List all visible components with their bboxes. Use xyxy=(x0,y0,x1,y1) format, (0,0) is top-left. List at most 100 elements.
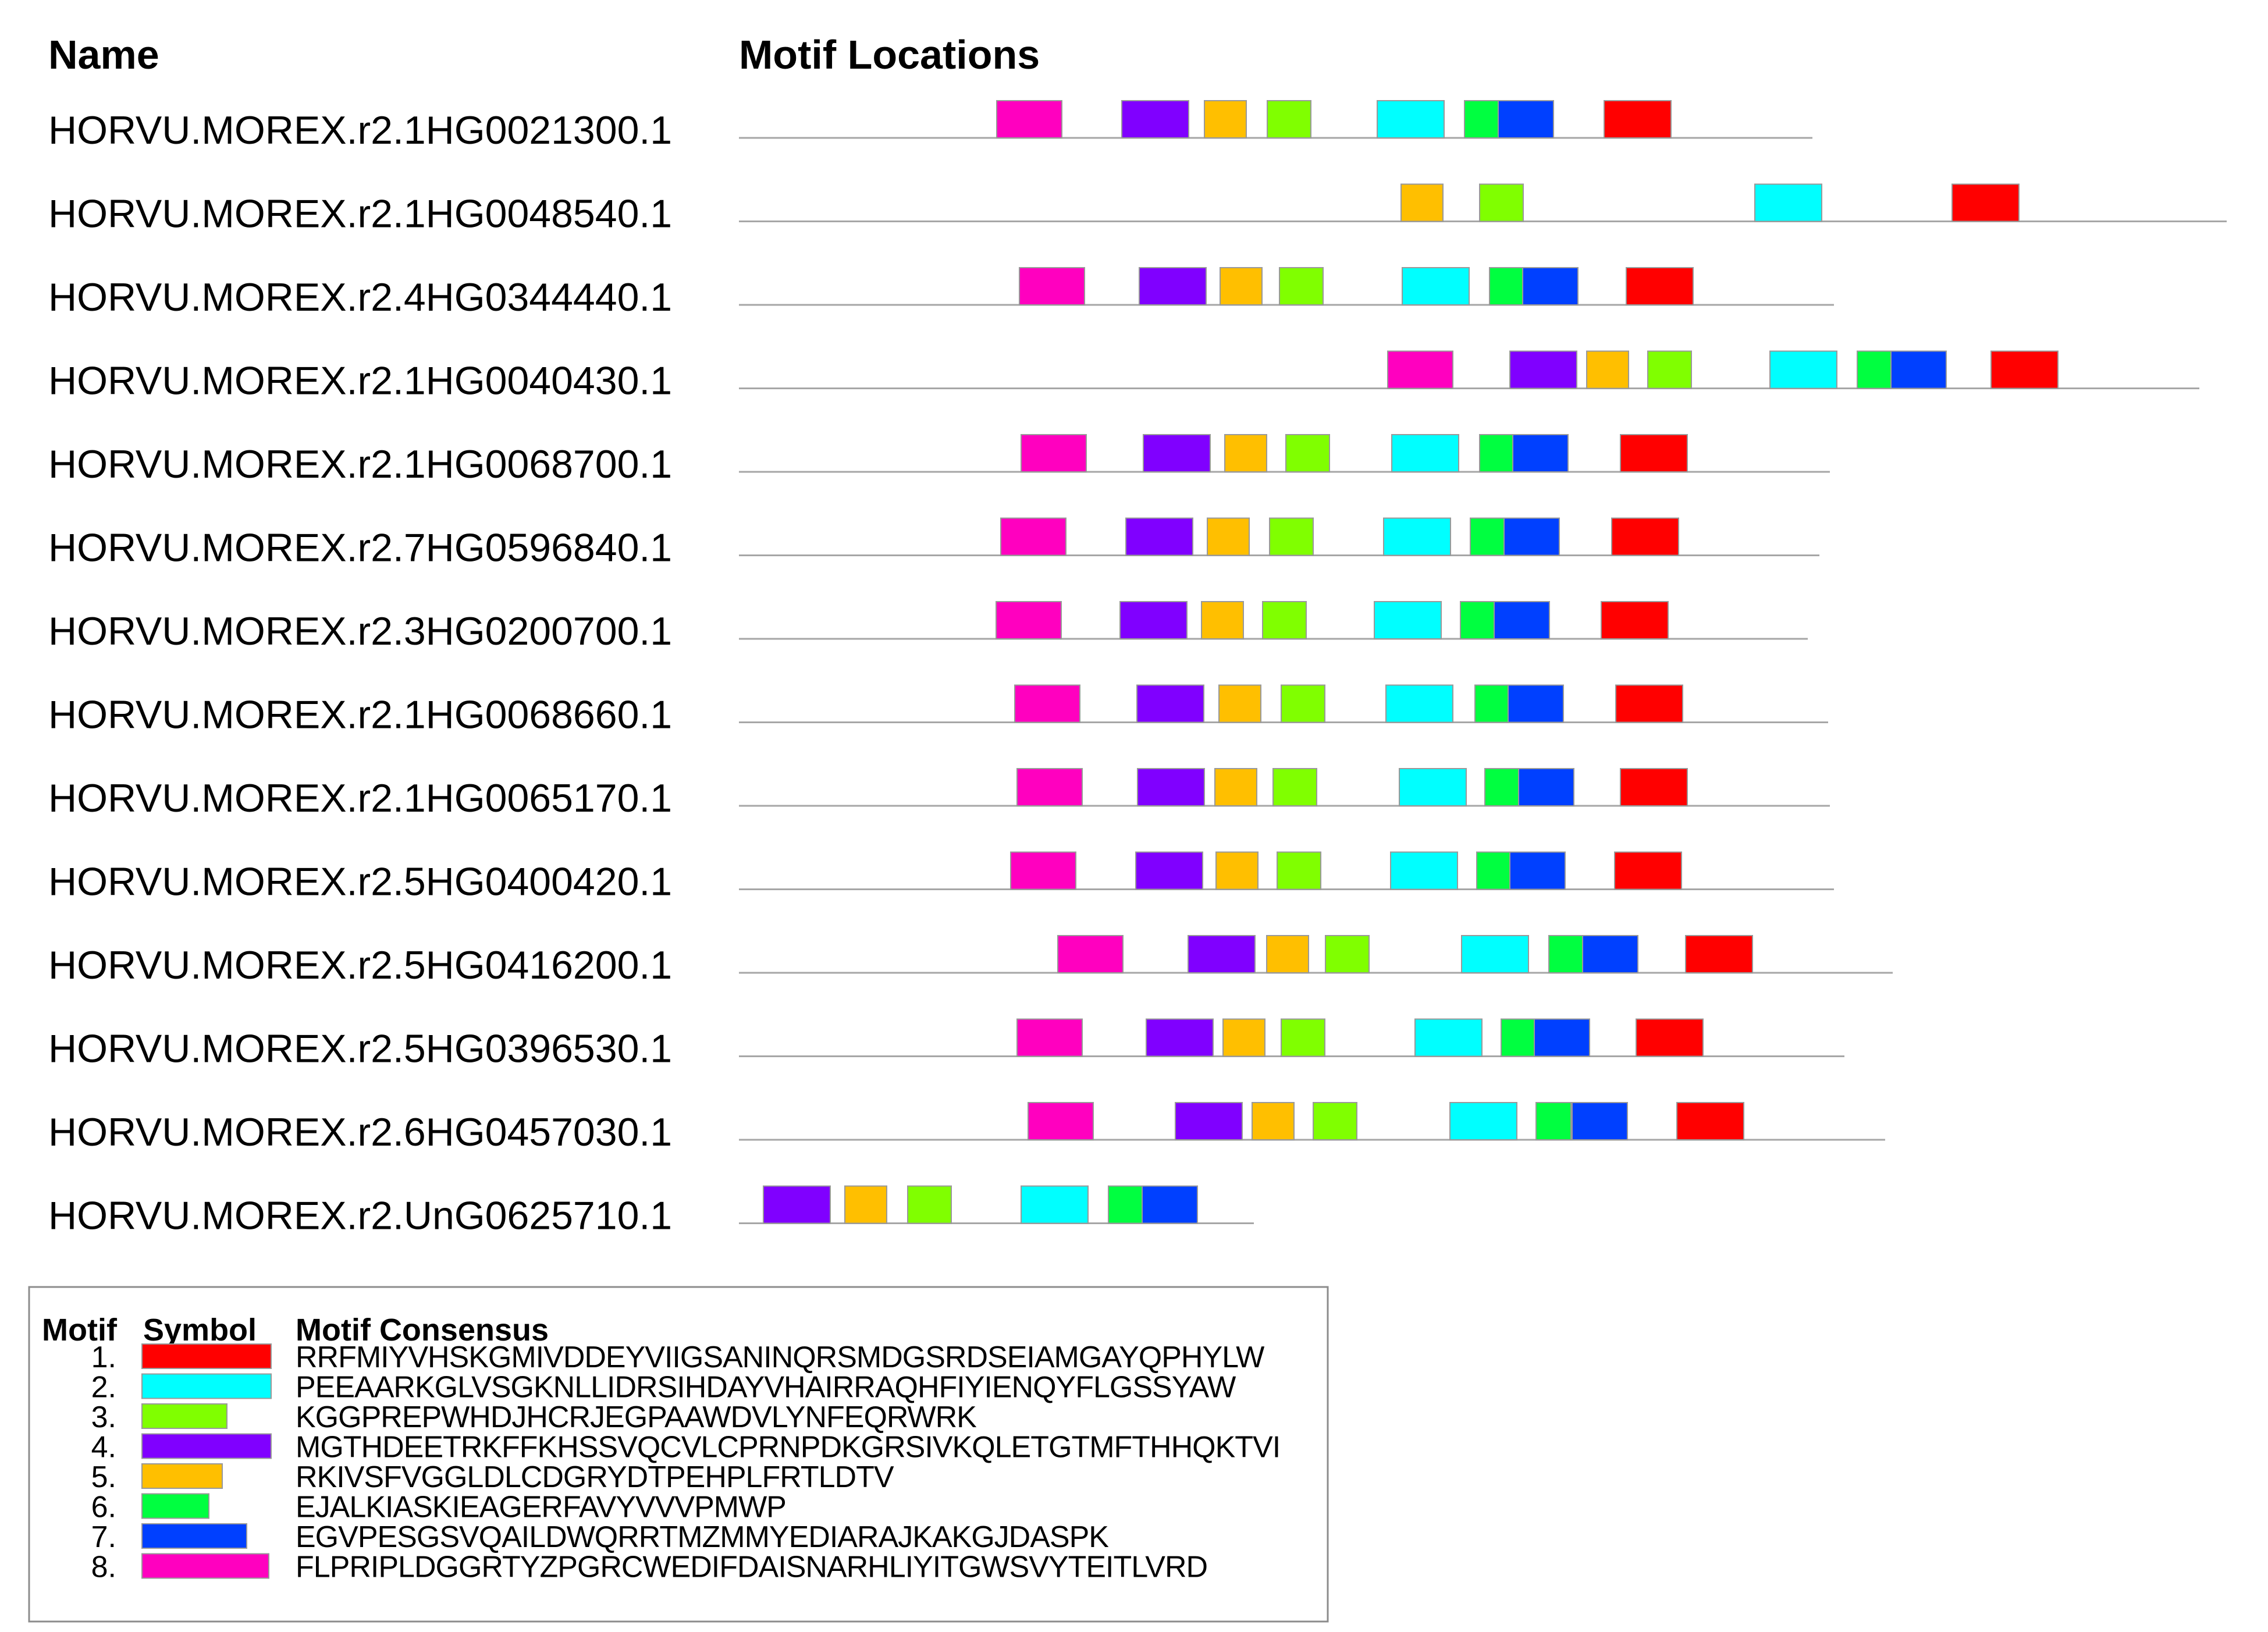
motif-3-box xyxy=(1647,350,1692,389)
legend-consensus-text: KGGPREPWHDJHCRJEGPAAWDVLYNFEQRWRK xyxy=(296,1400,977,1434)
legend-motif-header: Motif xyxy=(42,1313,118,1347)
motif-2-box xyxy=(1769,350,1837,389)
motif-3-box xyxy=(1279,267,1324,305)
motif-8-box xyxy=(1010,851,1076,890)
motif-4-box xyxy=(1125,517,1193,556)
motif-6-box xyxy=(1548,935,1584,973)
motif-6-box xyxy=(1108,1185,1144,1224)
sequence-row: HORVU.MOREX.r2.1HG0048540.1 xyxy=(48,183,2227,236)
motif-2-box xyxy=(1383,517,1451,556)
sequence-row: HORVU.MOREX.r2.5HG0400420.1 xyxy=(48,851,1834,904)
motif-3-box xyxy=(1325,935,1370,973)
motif-8-box xyxy=(1019,267,1085,305)
legend-item: 2. PEEAARKGLVSGKNLLIDRSIHDAYVHAIRRAQHFIYI… xyxy=(91,1371,1237,1405)
motif-1-box xyxy=(1620,768,1688,806)
sequence-name: HORVU.MOREX.r2.3HG0200700.1 xyxy=(48,609,672,653)
motif-1-box xyxy=(1611,517,1679,556)
sequence-row: HORVU.MOREX.r2.1HG0021300.1 xyxy=(48,100,1812,152)
motif-5-box xyxy=(1218,684,1261,723)
legend-symbol-swatch xyxy=(141,1493,209,1519)
motif-1-box xyxy=(1636,1018,1704,1057)
legend-item: 4. MGTHDEETRKFFKHSSVQCVLCPRNPDKGRSIVKQLET… xyxy=(91,1431,1281,1464)
legend-symbol-swatch xyxy=(141,1553,269,1579)
motif-2-box xyxy=(1754,183,1822,222)
motif-4-box xyxy=(1146,1018,1214,1057)
motif-8-box xyxy=(1057,935,1124,973)
motif-7-box xyxy=(1534,1018,1590,1057)
motif-7-box xyxy=(1582,935,1638,973)
motif-4-box xyxy=(1135,851,1203,890)
sequence-name: HORVU.MOREX.r2.7HG0596840.1 xyxy=(48,526,672,570)
motif-1-box xyxy=(1615,684,1683,723)
sequence-name: HORVU.MOREX.r2.UnG0625710.1 xyxy=(48,1194,672,1238)
motif-1-box xyxy=(1626,267,1694,305)
motif-7-box xyxy=(1503,517,1560,556)
legend-consensus-text: EGVPESGSVQAILDWQRRTMZMMYEDIARAJKAKGJDASP… xyxy=(296,1520,1109,1554)
motif-7-box xyxy=(1572,1102,1628,1140)
motif-6-box xyxy=(1474,684,1510,723)
motif-6-box xyxy=(1464,100,1500,138)
motif-2-box xyxy=(1449,1102,1517,1140)
motif-6-box xyxy=(1535,1102,1572,1140)
legend-symbol-swatch xyxy=(141,1403,227,1429)
motif-4-box xyxy=(1175,1102,1243,1140)
motif-5-box xyxy=(1586,350,1629,389)
motif-2-box xyxy=(1377,100,1445,138)
legend-motif-number: 1. xyxy=(91,1341,116,1374)
motif-7-box xyxy=(1142,1185,1198,1224)
motif-3-box xyxy=(907,1185,952,1224)
sequence-name: HORVU.MOREX.r2.5HG0416200.1 xyxy=(48,943,672,987)
motif-1-box xyxy=(1990,350,2059,389)
motif-5-box xyxy=(1266,935,1309,973)
sequence-row: HORVU.MOREX.r2.4HG0344440.1 xyxy=(48,267,1834,319)
motif-4-box xyxy=(763,1185,831,1224)
motif-6-box xyxy=(1479,434,1515,472)
legend-item: 1. RRFMIYVHSKGMIVDDEYVIIGSANINQRSMDGSRDSE… xyxy=(91,1341,1265,1374)
sequence-row: HORVU.MOREX.r2.1HG0068700.1 xyxy=(48,434,1830,486)
sequence-row: HORVU.MOREX.r2.7HG0596840.1 xyxy=(48,517,1819,570)
legend-symbol-header: Symbol xyxy=(143,1313,257,1347)
motif-5-box xyxy=(1222,1018,1265,1057)
legend-symbol-swatch xyxy=(141,1343,272,1369)
motif-8-box xyxy=(1028,1102,1094,1140)
motif-4-box xyxy=(1188,935,1256,973)
motif-5-box xyxy=(1204,100,1247,138)
motif-1-box xyxy=(1620,434,1688,472)
motif-7-box xyxy=(1509,851,1566,890)
sequence-row: HORVU.MOREX.r2.UnG0625710.1 xyxy=(48,1185,1254,1238)
motif-7-box xyxy=(1522,267,1579,305)
motif-6-box xyxy=(1501,1018,1537,1057)
motif-6-box xyxy=(1857,350,1893,389)
legend-consensus-text: MGTHDEETRKFFKHSSVQCVLCPRNPDKGRSIVKQLETGT… xyxy=(296,1431,1280,1464)
legend-consensus-text: RRFMIYVHSKGMIVDDEYVIIGSANINQRSMDGSRDSEIA… xyxy=(296,1341,1264,1374)
motif-8-box xyxy=(1016,1018,1083,1057)
motif-5-box xyxy=(1252,1102,1295,1140)
motif-5-box xyxy=(1207,517,1250,556)
motif-1-box xyxy=(1676,1102,1744,1140)
motif-5-box xyxy=(1224,434,1267,472)
sequence-name: HORVU.MOREX.r2.4HG0344440.1 xyxy=(48,275,672,319)
motif-2-box xyxy=(1374,601,1442,639)
motif-2-box xyxy=(1399,768,1467,806)
motif-7-box xyxy=(1498,100,1554,138)
legend-motif-number: 3. xyxy=(91,1400,116,1434)
legend-consensus-text: PEEAARKGLVSGKNLLIDRSIHDAYVHAIRRAQHFIYIEN… xyxy=(296,1371,1236,1405)
legend-motif-number: 7. xyxy=(91,1520,116,1554)
motif-5-box xyxy=(1215,851,1259,890)
motif-5-box xyxy=(1214,768,1257,806)
motif-3-box xyxy=(1281,684,1325,723)
legend-item: 7. EGVPESGSVQAILDWQRRTMZMMYEDIARAJKAKGJDA… xyxy=(91,1520,1110,1554)
legend-items: 1. RRFMIYVHSKGMIVDDEYVIIGSANINQRSMDGSRDSE… xyxy=(91,1341,1281,1584)
sequence-row: HORVU.MOREX.r2.6HG0457030.1 xyxy=(48,1102,1885,1154)
motif-locations-header: Motif Locations xyxy=(739,32,1040,77)
legend-symbol-swatch xyxy=(141,1433,272,1459)
motif-3-box xyxy=(1267,100,1311,138)
motif-7-box xyxy=(1494,601,1550,639)
motif-1-box xyxy=(1614,851,1682,890)
motif-5-box xyxy=(1400,183,1444,222)
motif-1-box xyxy=(1604,100,1672,138)
motif-3-box xyxy=(1479,183,1524,222)
sequence-name: HORVU.MOREX.r2.5HG0396530.1 xyxy=(48,1027,672,1071)
motif-2-box xyxy=(1391,434,1459,472)
motif-3-box xyxy=(1285,434,1330,472)
